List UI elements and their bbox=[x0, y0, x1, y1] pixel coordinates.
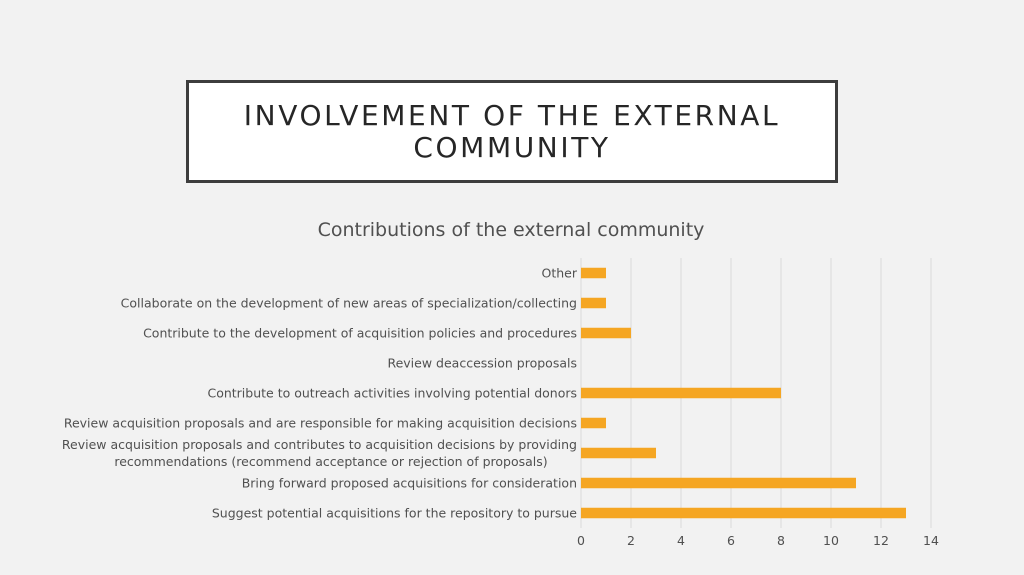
category-label: Review acquisition proposals and are res… bbox=[64, 416, 577, 431]
bar bbox=[581, 267, 606, 279]
category-label: Contribute to the development of acquisi… bbox=[143, 326, 577, 341]
chart-tick-labels: 0 2 4 6 8 10 12 14 bbox=[577, 533, 939, 548]
bar bbox=[581, 297, 606, 309]
chart-bars bbox=[581, 267, 906, 519]
x-tick-label: 14 bbox=[923, 533, 939, 548]
bar bbox=[581, 447, 656, 459]
bar bbox=[581, 477, 856, 489]
category-label: Review deaccession proposals bbox=[387, 356, 577, 371]
x-tick-label: 4 bbox=[677, 533, 685, 548]
category-label: Contribute to outreach activities involv… bbox=[207, 386, 577, 401]
bar bbox=[581, 507, 906, 519]
slide-title: INVOLVEMENT OF THE EXTERNAL COMMUNITY bbox=[243, 98, 781, 164]
title-box: INVOLVEMENT OF THE EXTERNAL COMMUNITY bbox=[186, 80, 838, 183]
x-tick-label: 12 bbox=[873, 533, 889, 548]
bar bbox=[581, 417, 606, 429]
x-tick-label: 6 bbox=[727, 533, 735, 548]
category-label: Suggest potential acquisitions for the r… bbox=[212, 506, 577, 521]
category-label: Review acquisition proposals and contrib… bbox=[62, 437, 577, 452]
chart-category-labels: Other Collaborate on the development of n… bbox=[62, 266, 578, 521]
category-label: Other bbox=[542, 266, 578, 281]
category-label: recommendations (recommend acceptance or… bbox=[114, 454, 547, 469]
category-label: Bring forward proposed acquisitions for … bbox=[242, 476, 577, 491]
x-tick-label: 10 bbox=[823, 533, 839, 548]
x-tick-label: 8 bbox=[777, 533, 785, 548]
category-label: Collaborate on the development of new ar… bbox=[121, 296, 577, 311]
x-tick-label: 0 bbox=[577, 533, 585, 548]
x-tick-label: 2 bbox=[627, 533, 635, 548]
bar bbox=[581, 327, 631, 339]
bar bbox=[581, 387, 781, 399]
chart-title: Contributions of the external community bbox=[317, 219, 705, 241]
